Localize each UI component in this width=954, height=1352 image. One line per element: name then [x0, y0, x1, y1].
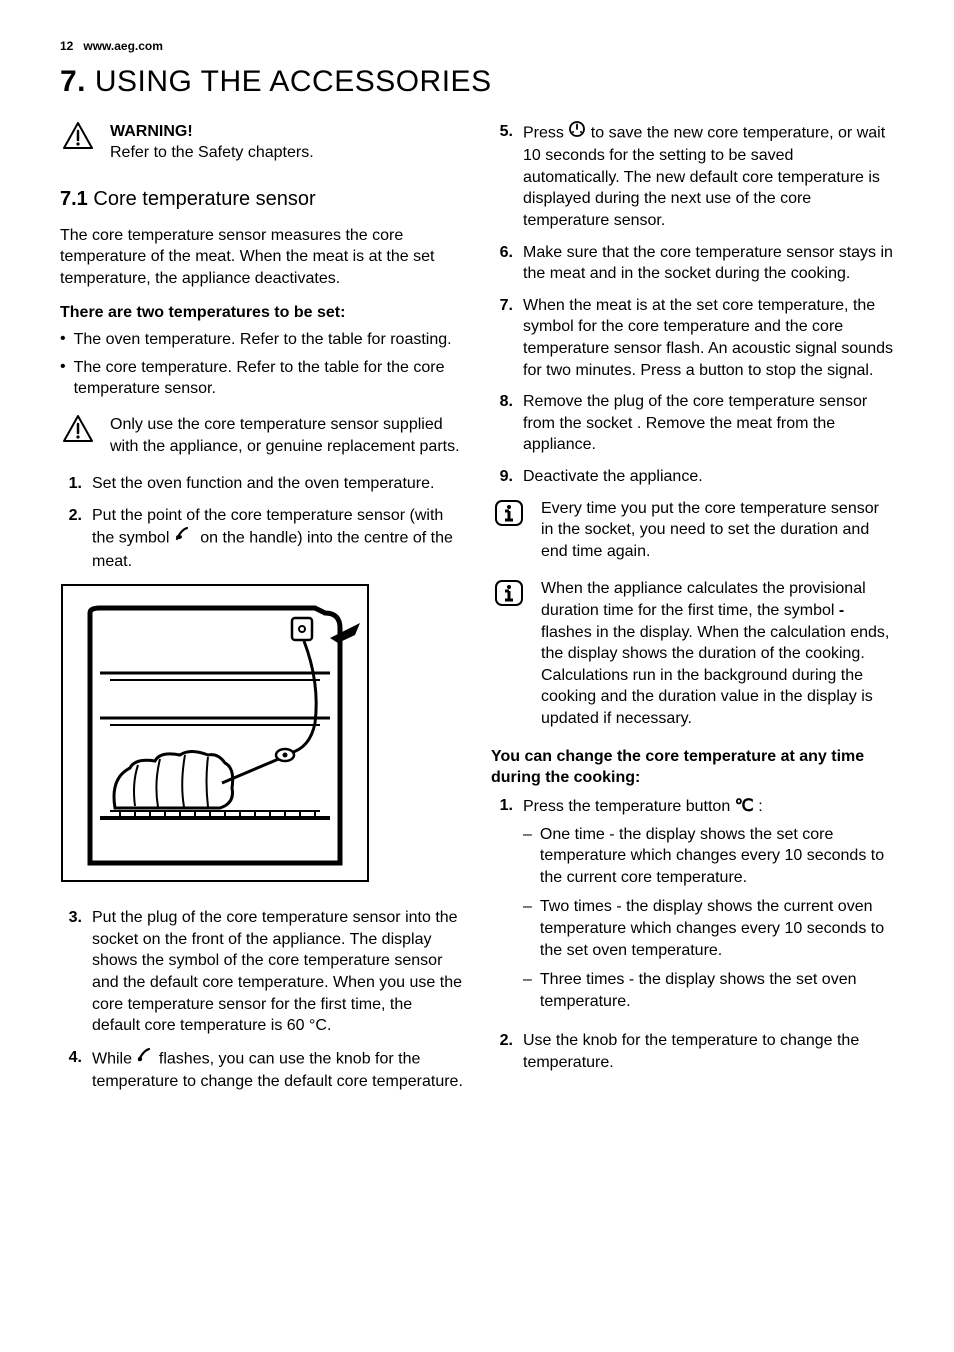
- clock-button-icon: [568, 120, 586, 145]
- info-text-part: When the appliance calculates the provis…: [541, 580, 866, 619]
- section-title-text: USING THE ACCESSORIES: [95, 65, 492, 98]
- list-item: The oven temperature. Refer to the table…: [60, 329, 463, 351]
- section-title: 7. USING THE ACCESSORIES: [60, 62, 894, 103]
- oven-probe-illustration: [60, 583, 463, 890]
- step-number: 3.: [60, 907, 82, 1037]
- sublist-text: Two times - the display shows the curren…: [540, 896, 894, 961]
- step-item: 1. Set the oven function and the oven te…: [60, 473, 463, 495]
- change-sublist: One time - the display shows the set cor…: [523, 824, 894, 1013]
- left-column: WARNING! Refer to the Safety chapters. 7…: [60, 121, 463, 1103]
- subsection-title-text: Core temperature sensor: [93, 188, 315, 210]
- step-number: 1.: [491, 795, 513, 1021]
- step-item: 9. Deactivate the appliance.: [491, 466, 894, 488]
- subsection-number: 7.1: [60, 188, 88, 210]
- step-text: Press the temperature button: [523, 798, 735, 815]
- change-temp-heading: You can change the core temperature at a…: [491, 746, 894, 789]
- page-number: 12: [60, 38, 73, 54]
- steps-left-continued: 3. Put the plug of the core temperature …: [60, 907, 463, 1093]
- page-header: 12 www.aeg.com: [60, 38, 894, 54]
- step-number: 2.: [491, 1030, 513, 1073]
- step-body: Press the temperature button ℃ : One tim…: [523, 795, 894, 1021]
- caution-text: Only use the core temperature sensor sup…: [110, 414, 463, 457]
- info-callout: When the appliance calculates the provis…: [491, 578, 894, 729]
- step-item: 4. While flashes, you can use the knob f…: [60, 1047, 463, 1093]
- step-item: 2. Use the knob for the temperature to c…: [491, 1030, 894, 1073]
- info-callout: Every time you put the core temperature …: [491, 498, 894, 563]
- intro-paragraph: The core temperature sensor measures the…: [60, 225, 463, 290]
- step-body: Remove the plug of the core temperature …: [523, 391, 894, 456]
- step-number: 7.: [491, 295, 513, 381]
- steps-left: 1. Set the oven function and the oven te…: [60, 473, 463, 572]
- probe-handle-icon: [174, 525, 196, 550]
- step-item: 5. Press to save the new core temperatur…: [491, 121, 894, 232]
- two-temps-list: The oven temperature. Refer to the table…: [60, 329, 463, 400]
- step-item: 1. Press the temperature button ℃ : One …: [491, 795, 894, 1021]
- step-text: :: [754, 798, 763, 815]
- warning-title: WARNING!: [110, 121, 463, 143]
- step-text: While: [92, 1050, 136, 1067]
- warning-triangle-icon: [60, 414, 96, 444]
- two-column-layout: WARNING! Refer to the Safety chapters. 7…: [60, 121, 894, 1103]
- temperature-button-icon: ℃: [735, 796, 754, 815]
- step-body: Put the plug of the core temperature sen…: [92, 907, 463, 1037]
- step-number: 8.: [491, 391, 513, 456]
- sublist-item: Three times - the display shows the set …: [523, 969, 894, 1012]
- step-number: 9.: [491, 466, 513, 488]
- warning-triangle-icon: [60, 121, 96, 151]
- dash-symbol: -: [839, 602, 844, 619]
- steps-right: 5. Press to save the new core temperatur…: [491, 121, 894, 488]
- info-icon: [491, 498, 527, 528]
- sublist-item: Two times - the display shows the curren…: [523, 896, 894, 961]
- sublist-text: Three times - the display shows the set …: [540, 969, 894, 1012]
- info-text-part: flashes in the display. When the calcula…: [541, 624, 889, 727]
- change-steps: 1. Press the temperature button ℃ : One …: [491, 795, 894, 1074]
- step-body: Make sure that the core temperature sens…: [523, 242, 894, 285]
- step-item: 7. When the meat is at the set core temp…: [491, 295, 894, 381]
- section-number: 7.: [60, 65, 86, 98]
- step-number: 5.: [491, 121, 513, 232]
- step-number: 4.: [60, 1047, 82, 1093]
- step-number: 6.: [491, 242, 513, 285]
- step-text: Press: [523, 124, 568, 141]
- step-item: 8. Remove the plug of the core temperatu…: [491, 391, 894, 456]
- step-body: Put the point of the core temperature se…: [92, 505, 463, 573]
- step-item: 2. Put the point of the core temperature…: [60, 505, 463, 573]
- info-icon: [491, 578, 527, 608]
- list-text: The oven temperature. Refer to the table…: [74, 329, 452, 351]
- two-temps-heading: There are two temperatures to be set:: [60, 302, 463, 324]
- info-text: When the appliance calculates the provis…: [541, 578, 894, 729]
- warning-text: WARNING! Refer to the Safety chapters.: [110, 121, 463, 164]
- warning-callout: WARNING! Refer to the Safety chapters.: [60, 121, 463, 164]
- step-number: 1.: [60, 473, 82, 495]
- step-body: Use the knob for the temperature to chan…: [523, 1030, 894, 1073]
- list-text: The core temperature. Refer to the table…: [74, 357, 463, 400]
- step-body: Press to save the new core temperature, …: [523, 121, 894, 232]
- caution-callout: Only use the core temperature sensor sup…: [60, 414, 463, 457]
- step-body: While flashes, you can use the knob for …: [92, 1047, 463, 1093]
- step-item: 6. Make sure that the core temperature s…: [491, 242, 894, 285]
- step-item: 3. Put the plug of the core temperature …: [60, 907, 463, 1037]
- probe-symbol-icon: [136, 1046, 154, 1071]
- step-body: Set the oven function and the oven tempe…: [92, 473, 463, 495]
- step-body: When the meat is at the set core tempera…: [523, 295, 894, 381]
- warning-body: Refer to the Safety chapters.: [110, 142, 463, 164]
- info-text: Every time you put the core temperature …: [541, 498, 894, 563]
- subsection-title: 7.1 Core temperature sensor: [60, 186, 463, 213]
- sublist-item: One time - the display shows the set cor…: [523, 824, 894, 889]
- site-url: www.aeg.com: [83, 38, 163, 54]
- right-column: 5. Press to save the new core temperatur…: [491, 121, 894, 1103]
- step-body: Deactivate the appliance.: [523, 466, 894, 488]
- list-item: The core temperature. Refer to the table…: [60, 357, 463, 400]
- sublist-text: One time - the display shows the set cor…: [540, 824, 894, 889]
- step-number: 2.: [60, 505, 82, 573]
